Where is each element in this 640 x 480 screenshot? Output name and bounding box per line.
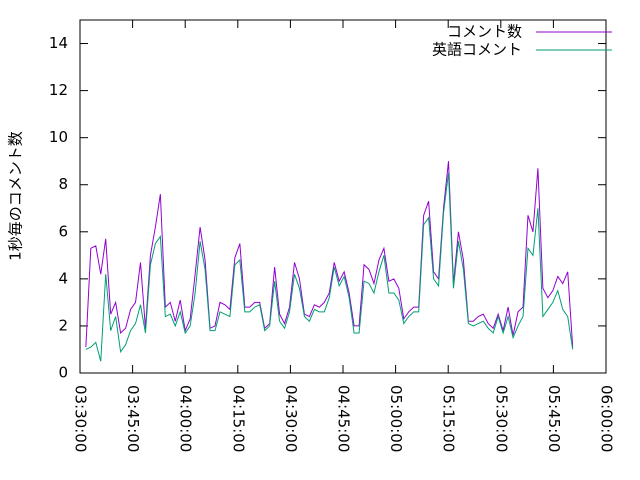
legend-label: コメント数 <box>447 23 522 41</box>
x-tick-label: 05:00:00 <box>387 385 405 452</box>
y-tick-label: 14 <box>49 34 68 52</box>
y-tick-label: 2 <box>58 316 68 334</box>
y-tick-label: 0 <box>58 364 68 382</box>
series-line <box>85 161 574 348</box>
y-axis-label: 1秒毎のコメント数 <box>7 131 25 261</box>
y-tick-label: 10 <box>49 128 68 146</box>
series-line <box>85 172 574 362</box>
x-tick-label: 03:30:00 <box>72 385 90 452</box>
legend-label: 英語コメント <box>432 41 522 59</box>
y-tick-label: 6 <box>58 222 68 240</box>
x-tick-label: 04:15:00 <box>229 385 247 452</box>
y-tick-label: 4 <box>58 269 68 287</box>
x-tick-label: 05:45:00 <box>545 385 563 452</box>
x-tick-label: 05:15:00 <box>440 385 458 452</box>
y-tick-label: 12 <box>49 81 68 99</box>
x-tick-label: 03:45:00 <box>124 385 142 452</box>
x-tick-label: 06:00:00 <box>598 385 616 452</box>
y-tick-label: 8 <box>58 175 68 193</box>
x-tick-label: 05:30:00 <box>492 385 510 452</box>
x-tick-label: 04:00:00 <box>177 385 195 452</box>
x-tick-label: 04:30:00 <box>282 385 300 452</box>
plot-border <box>79 19 607 374</box>
x-tick-label: 04:45:00 <box>335 385 353 452</box>
